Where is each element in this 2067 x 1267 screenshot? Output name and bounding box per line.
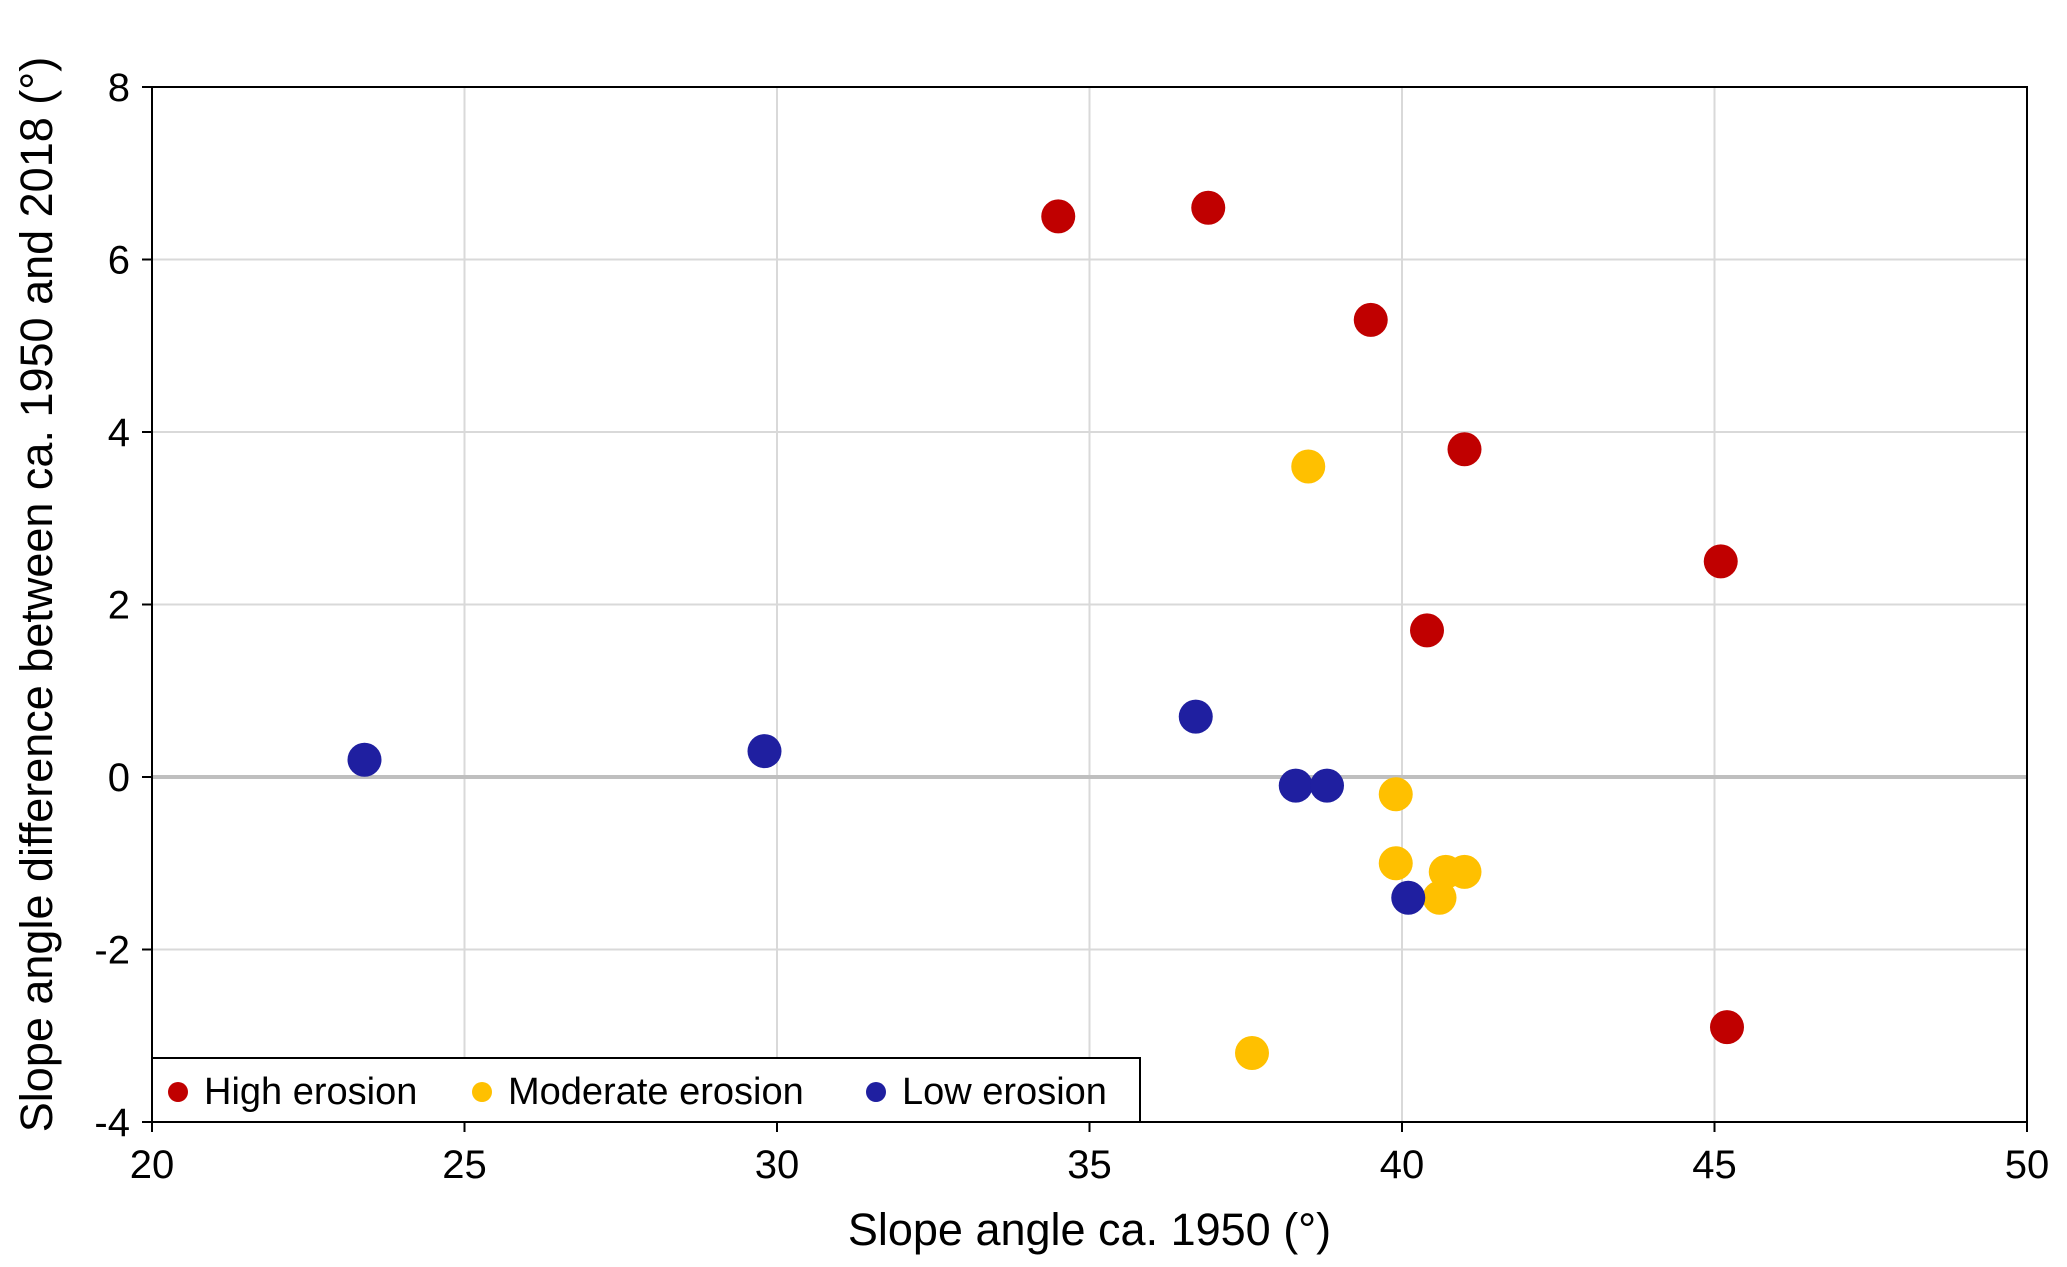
series-1 (1235, 449, 1482, 1070)
legend-label: Moderate erosion (508, 1071, 804, 1113)
y-tick-label: 2 (108, 584, 130, 628)
data-point (1410, 613, 1444, 648)
data-point (1353, 302, 1388, 337)
y-tick-label: -4 (94, 1101, 130, 1145)
legend-marker (168, 1082, 188, 1102)
data-point (1235, 1036, 1269, 1070)
x-tick-label: 50 (2005, 1143, 2050, 1187)
x-axis-title: Slope angle ca. 1950 (°) (848, 1204, 1331, 1255)
axis-ticks: 20 25 30 35 40 45 50 -4 -2 0 2 4 6 8 (94, 66, 2049, 1187)
y-tick-label: -2 (94, 929, 130, 973)
data-point (1278, 768, 1313, 803)
legend-label: High erosion (204, 1071, 417, 1113)
x-tick-label: 35 (1067, 1143, 1112, 1187)
data-point (1703, 544, 1738, 579)
data-point (1391, 880, 1426, 915)
series-2 (347, 699, 1426, 915)
series-0 (1041, 190, 1744, 1045)
data-points (347, 190, 1744, 1070)
data-point (1422, 880, 1457, 915)
data-point (1041, 199, 1076, 234)
data-point (347, 742, 382, 777)
y-tick-label: 0 (108, 756, 130, 800)
data-point (1191, 190, 1226, 225)
y-axis-title: Slope angle difference between ca. 1950 … (11, 57, 62, 1132)
y-tick-label: 4 (108, 411, 130, 455)
x-tick-label: 45 (1692, 1143, 1737, 1187)
data-point (1378, 846, 1413, 881)
data-point (1710, 1010, 1744, 1045)
data-point (1310, 768, 1344, 803)
data-point (1447, 854, 1482, 889)
x-tick-label: 30 (755, 1143, 800, 1187)
data-point (1291, 449, 1326, 484)
data-point (1378, 777, 1413, 812)
grid-lines (152, 87, 2027, 1122)
legend-label: Low erosion (902, 1071, 1107, 1113)
y-tick-label: 8 (108, 66, 130, 110)
legend: High erosion Moderate erosion Low erosion (151, 1057, 1141, 1123)
data-point (1178, 699, 1213, 734)
legend-marker (866, 1082, 886, 1102)
x-tick-label: 20 (130, 1143, 175, 1187)
data-point (1447, 432, 1482, 467)
x-tick-label: 40 (1380, 1143, 1425, 1187)
data-point (747, 734, 782, 769)
x-tick-label: 25 (442, 1143, 487, 1187)
legend-marker (472, 1082, 492, 1102)
y-tick-label: 6 (108, 239, 130, 283)
legend-frame (151, 1057, 1141, 1123)
